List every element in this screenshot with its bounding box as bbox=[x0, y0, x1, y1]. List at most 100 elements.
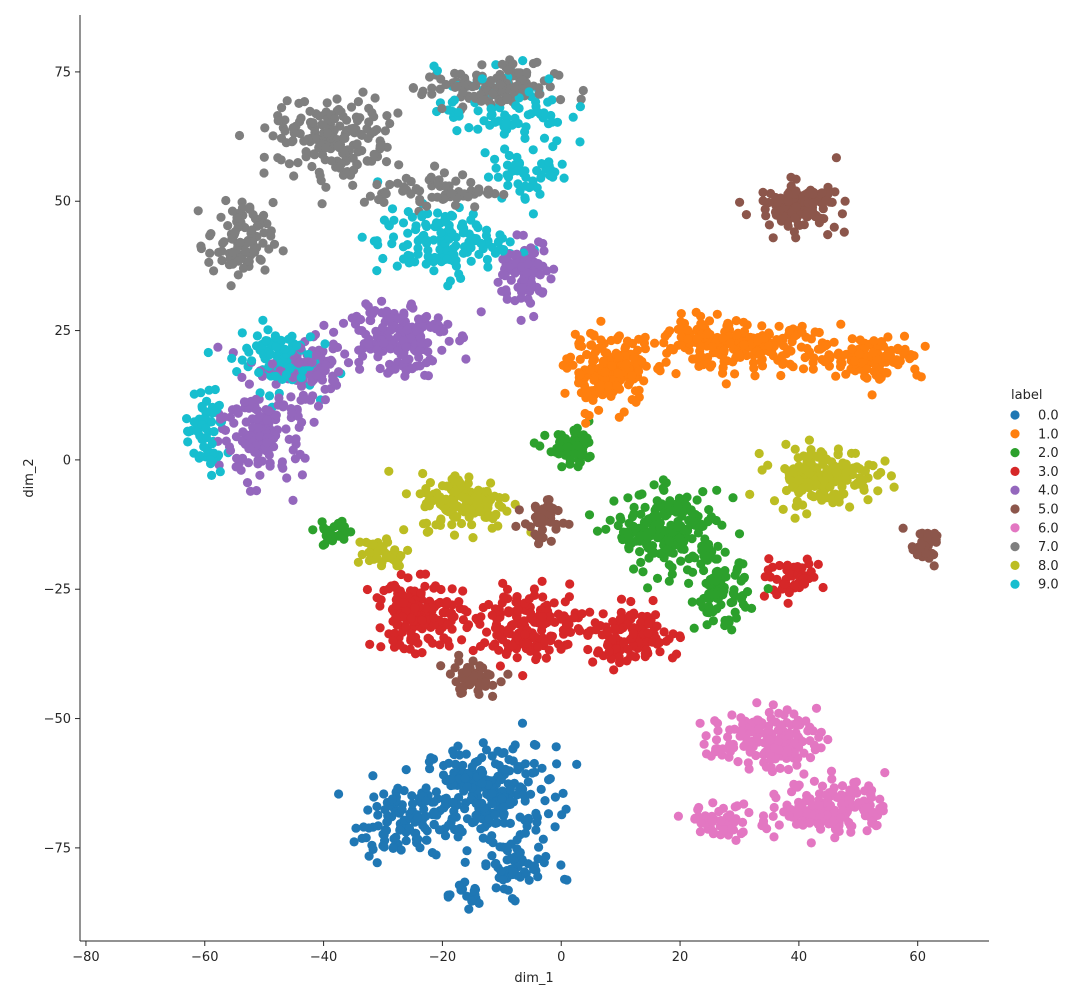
data-point-7-0 bbox=[205, 248, 215, 258]
data-point-9-0 bbox=[482, 254, 492, 265]
data-point-7-0 bbox=[268, 131, 278, 141]
data-point-1-0 bbox=[886, 345, 897, 356]
data-point-6-0 bbox=[769, 802, 779, 813]
data-point-8-0 bbox=[790, 513, 800, 523]
data-point-2-0 bbox=[318, 540, 328, 550]
data-point-2-0 bbox=[708, 616, 719, 626]
data-point-9-0 bbox=[502, 160, 513, 170]
data-point-2-0 bbox=[560, 434, 571, 444]
data-point-5-0 bbox=[783, 189, 793, 199]
data-point-4-0 bbox=[502, 294, 512, 304]
x-axis-label: dim_1 bbox=[514, 971, 553, 986]
data-point-5-0 bbox=[837, 209, 848, 219]
data-point-7-0 bbox=[534, 89, 544, 99]
data-point-6-0 bbox=[694, 802, 704, 813]
data-point-5-0 bbox=[488, 680, 498, 690]
data-point-6-0 bbox=[745, 745, 755, 755]
data-point-1-0 bbox=[779, 358, 790, 368]
data-point-3-0 bbox=[391, 600, 401, 611]
data-point-6-0 bbox=[880, 768, 890, 778]
data-point-7-0 bbox=[217, 255, 227, 266]
data-point-7-0 bbox=[293, 158, 303, 168]
data-point-9-0 bbox=[209, 427, 219, 437]
data-point-5-0 bbox=[488, 691, 498, 702]
data-point-6-0 bbox=[752, 715, 762, 725]
data-point-2-0 bbox=[652, 533, 663, 543]
y-tick-label: −50 bbox=[44, 712, 71, 727]
data-point-6-0 bbox=[809, 776, 820, 786]
data-point-9-0 bbox=[458, 248, 469, 258]
data-point-2-0 bbox=[732, 566, 742, 576]
data-point-0-0 bbox=[513, 765, 523, 775]
x-tick-label: −80 bbox=[72, 950, 99, 965]
data-point-3-0 bbox=[655, 647, 665, 657]
data-point-0-0 bbox=[481, 745, 492, 755]
data-point-1-0 bbox=[750, 371, 760, 381]
data-point-7-0 bbox=[227, 234, 237, 244]
data-point-9-0 bbox=[189, 417, 199, 427]
data-point-0-0 bbox=[524, 875, 534, 885]
data-point-7-0 bbox=[495, 79, 505, 89]
data-point-0-0 bbox=[532, 817, 542, 828]
data-point-5-0 bbox=[930, 528, 940, 539]
data-point-7-0 bbox=[497, 59, 507, 69]
data-point-9-0 bbox=[491, 60, 501, 70]
data-point-7-0 bbox=[358, 87, 368, 97]
data-point-6-0 bbox=[708, 798, 718, 808]
data-point-8-0 bbox=[868, 461, 878, 471]
data-point-9-0 bbox=[466, 243, 476, 253]
data-point-7-0 bbox=[545, 82, 555, 92]
data-point-4-0 bbox=[297, 470, 307, 480]
data-point-4-0 bbox=[425, 354, 435, 364]
data-point-6-0 bbox=[758, 811, 769, 821]
data-point-0-0 bbox=[499, 809, 509, 819]
data-point-0-0 bbox=[536, 784, 546, 795]
data-point-0-0 bbox=[523, 777, 533, 787]
data-point-4-0 bbox=[444, 336, 454, 346]
data-point-3-0 bbox=[556, 644, 566, 654]
data-point-1-0 bbox=[905, 354, 915, 364]
data-point-0-0 bbox=[472, 756, 483, 767]
data-point-2-0 bbox=[666, 520, 676, 530]
data-point-0-0 bbox=[372, 858, 382, 868]
data-point-1-0 bbox=[587, 394, 598, 404]
data-point-2-0 bbox=[565, 455, 575, 465]
data-point-9-0 bbox=[303, 349, 314, 360]
data-point-2-0 bbox=[742, 587, 753, 597]
data-point-4-0 bbox=[279, 400, 289, 410]
data-point-7-0 bbox=[335, 163, 345, 173]
data-point-9-0 bbox=[524, 87, 534, 97]
data-point-4-0 bbox=[264, 406, 274, 416]
data-point-7-0 bbox=[452, 81, 462, 91]
data-point-1-0 bbox=[734, 350, 744, 360]
data-point-6-0 bbox=[738, 817, 748, 828]
data-point-2-0 bbox=[687, 534, 697, 544]
data-point-6-0 bbox=[725, 811, 735, 821]
data-point-3-0 bbox=[593, 646, 604, 656]
data-point-9-0 bbox=[519, 248, 529, 258]
data-point-5-0 bbox=[545, 502, 555, 512]
data-point-0-0 bbox=[572, 759, 582, 770]
data-point-2-0 bbox=[584, 510, 595, 520]
data-point-4-0 bbox=[265, 461, 275, 471]
data-point-9-0 bbox=[498, 246, 508, 256]
data-point-1-0 bbox=[640, 332, 650, 342]
data-point-7-0 bbox=[305, 106, 315, 116]
data-point-3-0 bbox=[442, 619, 453, 630]
data-point-0-0 bbox=[522, 821, 532, 831]
data-point-1-0 bbox=[718, 333, 728, 343]
data-point-1-0 bbox=[660, 331, 670, 341]
legend-label: 8.0 bbox=[1038, 559, 1059, 574]
data-point-8-0 bbox=[436, 514, 446, 524]
data-point-1-0 bbox=[723, 318, 733, 328]
data-point-8-0 bbox=[825, 482, 835, 492]
data-point-0-0 bbox=[429, 807, 439, 817]
data-point-7-0 bbox=[372, 179, 382, 190]
data-point-7-0 bbox=[219, 237, 229, 247]
data-point-7-0 bbox=[245, 204, 255, 214]
data-point-7-0 bbox=[260, 123, 270, 133]
data-point-8-0 bbox=[364, 555, 374, 566]
data-point-7-0 bbox=[268, 197, 278, 208]
data-point-6-0 bbox=[765, 735, 775, 745]
data-point-8-0 bbox=[381, 534, 392, 544]
